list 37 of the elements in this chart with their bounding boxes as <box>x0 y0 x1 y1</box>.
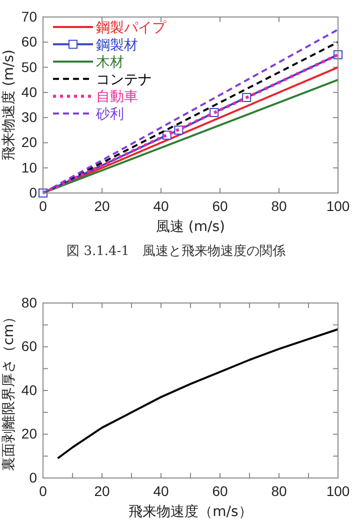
y-tick-label: 20 <box>21 426 38 442</box>
legend-label: 鋼製パイプ <box>96 20 167 36</box>
legend-label: 木材 <box>96 54 124 71</box>
y-axis-title: 飛来物速度 (m/s) <box>1 49 17 161</box>
legend-label: コンテナ <box>96 72 152 88</box>
y-tick-label: 60 <box>21 34 38 50</box>
y-tick-label: 40 <box>21 382 38 398</box>
x-tick-label: 20 <box>94 482 110 499</box>
x-tick-label: 0 <box>39 482 48 499</box>
y-tick-label: 40 <box>21 84 38 100</box>
x-tick-label: 40 <box>153 482 169 499</box>
y-tick-label: 0 <box>29 469 38 486</box>
legend-label: 砂利 <box>95 106 124 122</box>
x-tick-label: 80 <box>271 198 287 214</box>
y-tick-label: 50 <box>21 58 38 75</box>
x-tick-label: 0 <box>39 198 48 214</box>
line-series <box>56 328 339 460</box>
legend-label: 自動車 <box>96 89 138 106</box>
y-tick-label: 10 <box>21 159 38 176</box>
x-axis-title: 飛来物速度（m/s） <box>128 504 252 520</box>
caption: 図 3.1.4-1 風速と飛来物速度の関係 <box>66 243 286 259</box>
x-tick-label: 60 <box>212 482 228 499</box>
x-tick-label: 100 <box>326 482 350 499</box>
x-tick-label: 60 <box>212 198 228 214</box>
y-tick-label: 20 <box>21 134 38 150</box>
x-axis-title: 風速 (m/s) <box>156 219 226 235</box>
x-tick-label: 80 <box>271 482 287 499</box>
y-tick-label: 80 <box>21 294 38 310</box>
x-tick-label: 20 <box>94 198 110 214</box>
y-tick-label: 0 <box>29 184 38 200</box>
y-axis-title: 裏面剥離限界厚さ（cm） <box>1 310 17 472</box>
legend-label: 鋼製材 <box>96 37 138 54</box>
x-tick-label: 100 <box>326 198 350 214</box>
y-tick-label: 30 <box>21 109 38 126</box>
y-tick-label: 60 <box>21 338 38 354</box>
x-tick-label: 40 <box>153 198 169 214</box>
y-tick-label: 70 <box>21 8 38 24</box>
